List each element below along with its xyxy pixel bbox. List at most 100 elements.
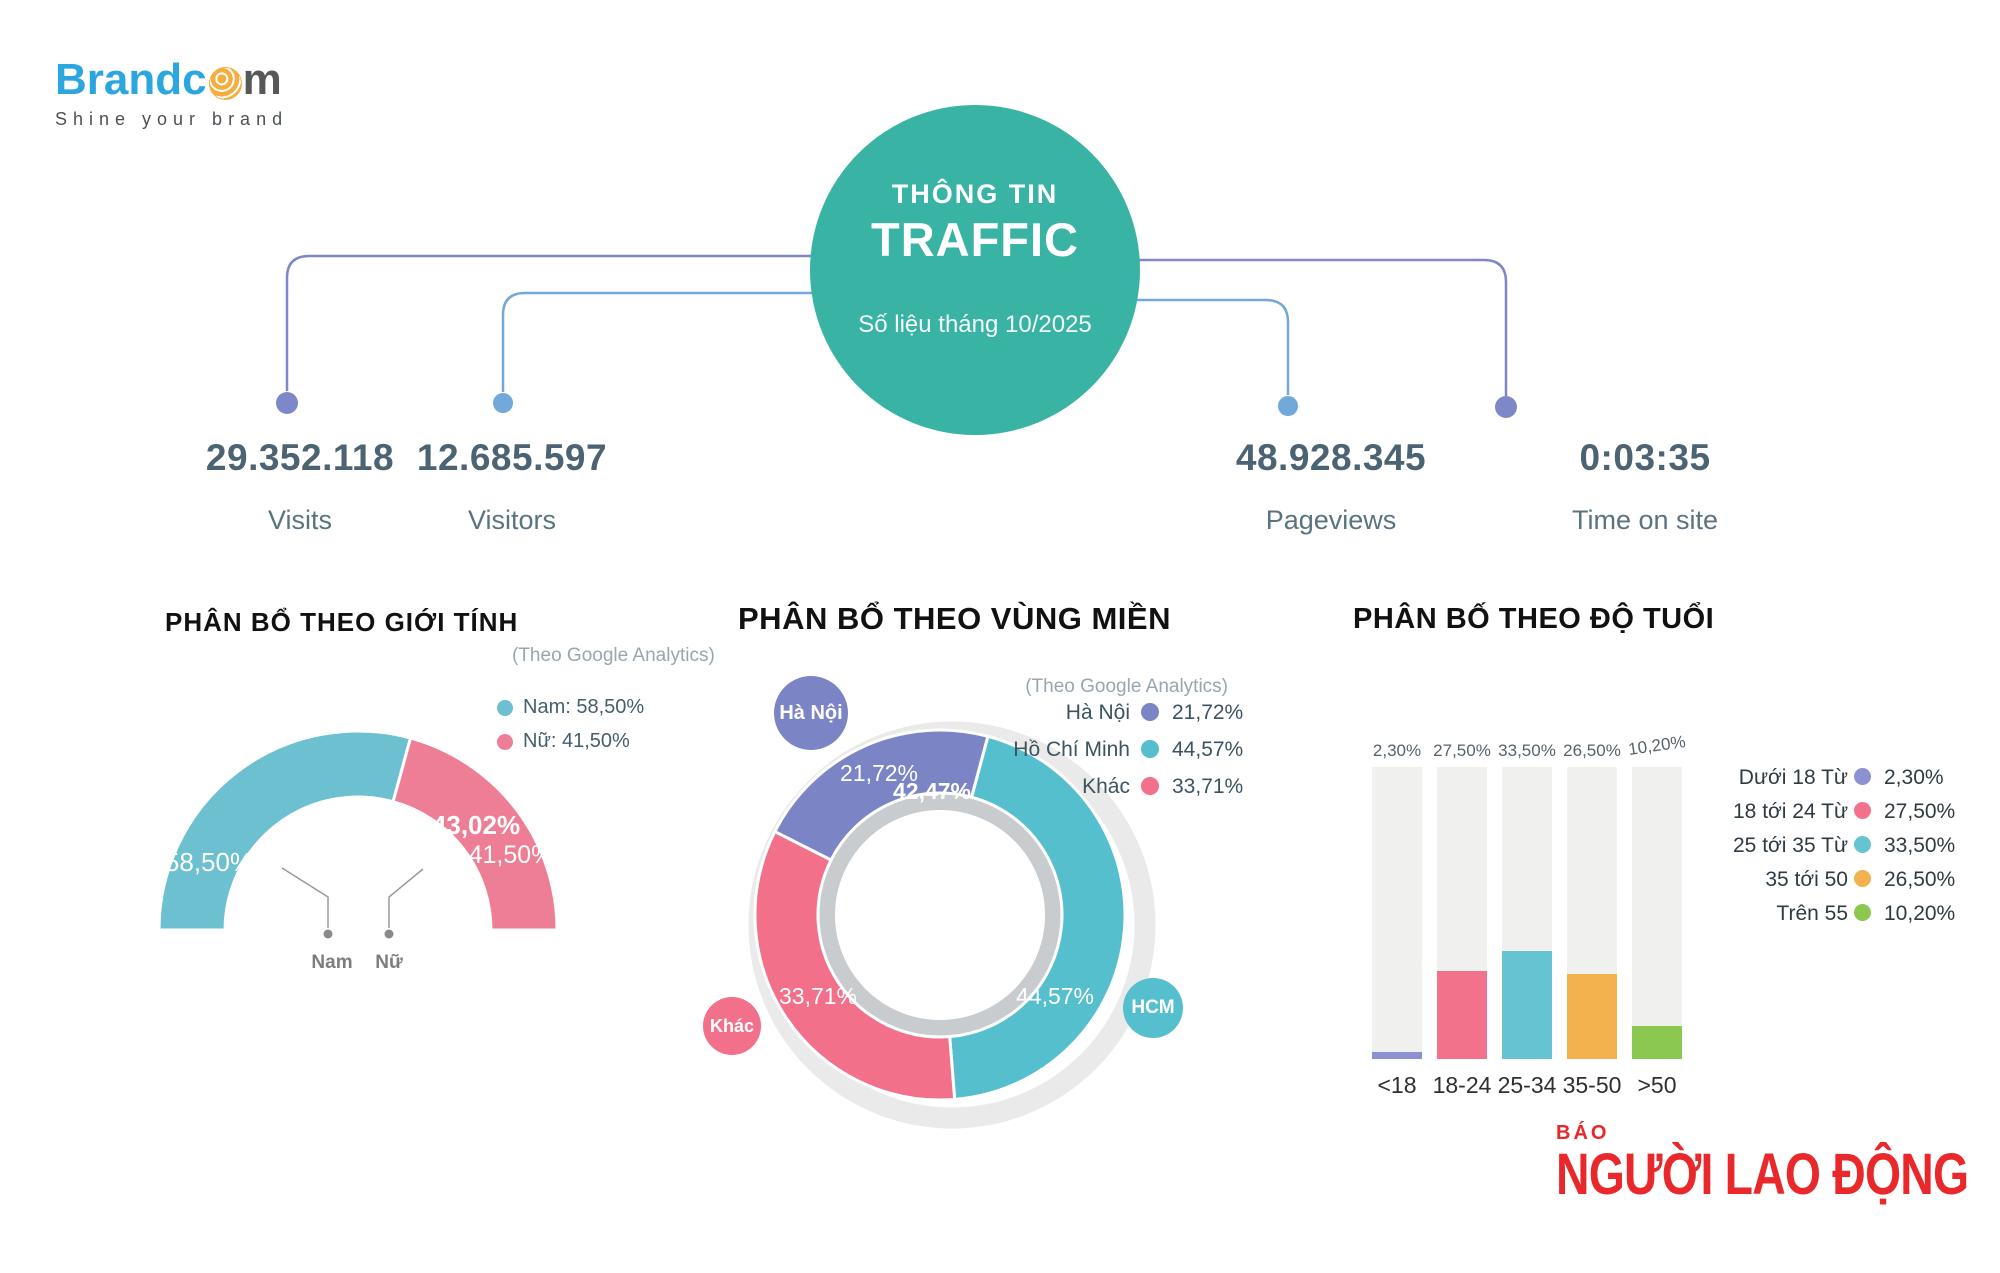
age-legend-value-4: 10,20% bbox=[1884, 902, 1956, 925]
age-legend-dot-3 bbox=[1854, 870, 1871, 887]
logo-text-gray: m bbox=[242, 55, 282, 104]
dot-visitors bbox=[493, 393, 513, 413]
stat-visitors-label: Visitors bbox=[467, 505, 557, 535]
age-bar-25-34-fill bbox=[1502, 951, 1552, 1059]
age-bar-under18-fill bbox=[1372, 1052, 1422, 1059]
logo-text-blue: Brandc bbox=[55, 55, 207, 104]
logo-ball-icon bbox=[208, 66, 242, 100]
age-legend-dot-0 bbox=[1854, 768, 1871, 785]
age-bar-25-34 bbox=[1502, 767, 1552, 1059]
age-legend-dot-2 bbox=[1854, 836, 1871, 853]
region-legend-value-hcm: 44,57% bbox=[1172, 738, 1244, 761]
stat-visitors-value: 12.685.597 bbox=[416, 437, 608, 478]
stat-visitors: 12.685.597 Visitors bbox=[352, 437, 672, 536]
age-bar-18-24 bbox=[1437, 767, 1487, 1059]
donut-badge-hanoi: Hà Nội bbox=[774, 676, 848, 750]
stat-pageviews-value: 48.928.345 bbox=[1235, 437, 1427, 478]
age-legend-label-2: 25 tới 35 Từ bbox=[1733, 834, 1848, 857]
donut-badge-hcm-text: HCM bbox=[1131, 997, 1175, 1018]
donut-badge-khac: Khác bbox=[703, 997, 761, 1055]
donut-label-khac-value: 33,71% bbox=[778, 983, 857, 1009]
connector-pageviews bbox=[975, 298, 1290, 395]
age-legend-label-0: Dưới 18 Từ bbox=[1738, 766, 1848, 789]
donut-badge-hanoi-text: Hà Nội bbox=[779, 701, 843, 724]
age-bar-value-2: 33,50% bbox=[1498, 741, 1556, 760]
stat-visits: 29.352.118 Visits bbox=[140, 437, 460, 536]
donut-label-hanoi-secondary: 42,47% bbox=[892, 778, 971, 804]
gender-gauge-callouts bbox=[281, 867, 424, 939]
age-legend-dot-4 bbox=[1854, 904, 1871, 921]
region-legend-label-hanoi: Hà Nội bbox=[1065, 701, 1130, 724]
age-cat-35-50: 35-50 bbox=[1562, 1072, 1622, 1098]
region-legend-dot-hanoi bbox=[1141, 703, 1159, 721]
age-bar-18-24-fill bbox=[1437, 971, 1487, 1059]
brandcom-logo-text: Brandc m bbox=[55, 55, 288, 105]
dot-pageviews bbox=[1278, 396, 1298, 416]
stat-timeonsite-label: Time on site bbox=[1571, 505, 1719, 535]
age-bar-over50 bbox=[1632, 767, 1682, 1059]
hero-title-line2: TRAFFIC bbox=[870, 213, 1079, 266]
dot-timeonsite bbox=[1495, 396, 1517, 418]
age-bar-35-50-fill bbox=[1567, 974, 1617, 1059]
age-legend-label-4: Trên 55 bbox=[1776, 902, 1848, 925]
age-bar-value-3: 26,50% bbox=[1563, 741, 1621, 760]
donut-segment-Khác bbox=[753, 830, 957, 1102]
age-legend-value-3: 26,50% bbox=[1884, 868, 1956, 891]
region-legend-value-hanoi: 21,72% bbox=[1172, 701, 1244, 724]
donut-inner-gray-ring bbox=[819, 794, 1061, 1036]
gender-legend-label-nam: Nam: 58,50% bbox=[523, 696, 645, 718]
brand-tagline: Shine your brand bbox=[55, 109, 289, 129]
age-cat-under18: <18 bbox=[1377, 1072, 1417, 1098]
age-legend-label-3: 35 tới 50 bbox=[1765, 868, 1848, 891]
age-legend-value-2: 33,50% bbox=[1884, 834, 1956, 857]
age-bar-over50-fill bbox=[1632, 1026, 1682, 1059]
age-cat-25-34: 25-34 bbox=[1497, 1072, 1557, 1098]
stat-pageviews: 48.928.345 Pageviews bbox=[1171, 437, 1491, 536]
donut-badge-khac-text: Khác bbox=[709, 1015, 754, 1036]
age-bar-under18 bbox=[1372, 767, 1422, 1059]
age-cat-18-24: 18-24 bbox=[1432, 1072, 1492, 1098]
age-legend-label-1: 18 tới 24 Từ bbox=[1733, 800, 1848, 823]
gender-source-note: (Theo Google Analytics) bbox=[512, 645, 715, 666]
stat-visits-label: Visits bbox=[267, 505, 333, 535]
connector-visits bbox=[285, 254, 975, 391]
age-legend-value-1: 27,50% bbox=[1884, 800, 1956, 823]
donut-badge-hcm: HCM bbox=[1123, 978, 1183, 1038]
gauge-label-nu-secondary: 43,02% bbox=[431, 810, 521, 840]
age-chart-title: PHÂN BỐ THEO ĐỘ TUỔI bbox=[1353, 603, 1715, 635]
gender-legend-dot-nam bbox=[497, 700, 513, 716]
region-legend-dot-hcm bbox=[1141, 740, 1159, 758]
region-donut-chart bbox=[753, 728, 1127, 1102]
region-legend-label-hcm: Hồ Chí Minh bbox=[1013, 738, 1130, 761]
age-bar-35-50 bbox=[1567, 767, 1617, 1059]
age-cat-over50: >50 bbox=[1637, 1072, 1677, 1098]
gender-gauge-chart bbox=[157, 729, 559, 932]
dot-visits bbox=[276, 392, 298, 414]
stat-timeonsite-value: 0:03:35 bbox=[1579, 437, 1711, 478]
connector-visitors bbox=[501, 291, 975, 392]
traffic-hero-circle: THÔNG TIN TRAFFIC Số liệu tháng 10/2025 bbox=[810, 105, 1140, 435]
gender-chart-title: PHÂN BỔ THEO GIỚI TÍNH bbox=[165, 607, 519, 637]
donut-label-hcm-value: 44,57% bbox=[1015, 983, 1094, 1009]
region-legend-dot-khac bbox=[1141, 777, 1159, 795]
region-legend-label-khac: Khác bbox=[1082, 775, 1130, 798]
nguoi-lao-dong-logo: BÁO NGƯỜI LAO ĐỘNG bbox=[1556, 1122, 2000, 1208]
age-legend-dot-1 bbox=[1854, 802, 1871, 819]
gauge-axis-nu: Nữ bbox=[375, 952, 403, 973]
gauge-label-nam-value: 58,50% bbox=[164, 847, 254, 877]
hero-title-line1: THÔNG TIN bbox=[891, 179, 1059, 209]
stat-pageviews-label: Pageviews bbox=[1265, 505, 1397, 535]
gauge-label-nu-value: 41,50% bbox=[468, 841, 554, 869]
donut-segment-Hồ Chí Minh bbox=[948, 734, 1127, 1101]
donut-segment-Hà Nội bbox=[773, 728, 990, 862]
stat-visits-value: 29.352.118 bbox=[205, 437, 395, 478]
age-bar-value-0: 2,30% bbox=[1372, 741, 1422, 760]
age-legend-value-0: 2,30% bbox=[1884, 766, 1944, 789]
gauge-axis-nam: Nam bbox=[311, 952, 353, 973]
stat-timeonsite: 0:03:35 Time on site bbox=[1485, 437, 1805, 536]
region-source-note: (Theo Google Analytics) bbox=[1025, 676, 1228, 697]
gender-legend-label-nu: Nữ: 41,50% bbox=[523, 730, 630, 752]
nld-logo-small-text: BÁO bbox=[1556, 1122, 1610, 1144]
